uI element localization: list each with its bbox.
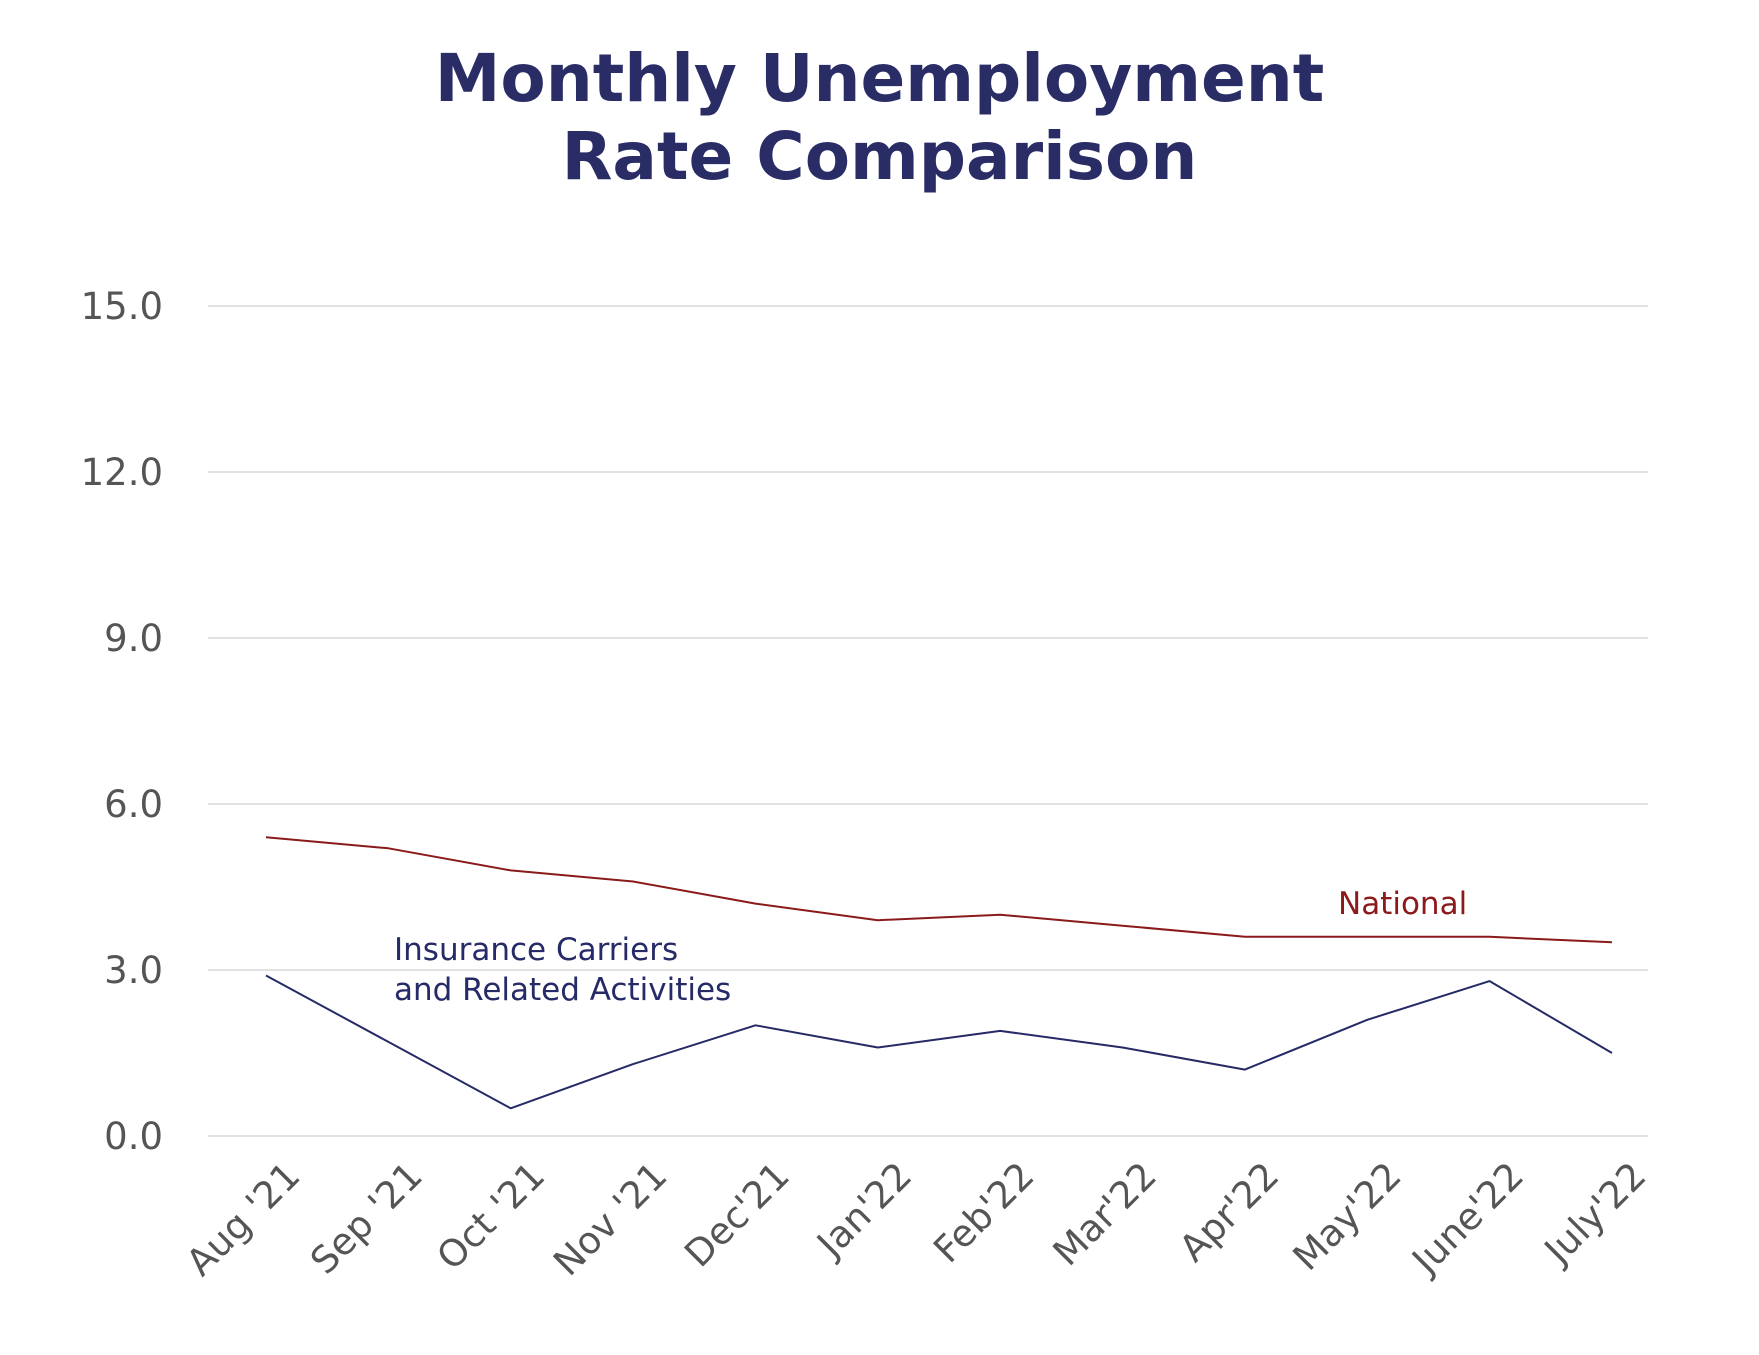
chart-title-line-2: Rate Comparison (561, 118, 1198, 195)
x-tick-label: Mar'22 (1045, 1154, 1165, 1274)
x-tick-label: June'22 (1403, 1154, 1532, 1283)
series-lines (265, 836, 1613, 1110)
series-labels: National Insurance Carriers and Related Ac… (394, 886, 1467, 1008)
x-tick-label: Nov '21 (545, 1154, 675, 1284)
y-tick-label: 6.0 (104, 783, 163, 826)
series-label-national: National (1338, 886, 1467, 922)
series-label-insurance: and Related Activities (394, 972, 731, 1008)
gridlines (208, 305, 1648, 1137)
y-tick-label: 3.0 (104, 949, 163, 992)
series-label-insurance: Insurance Carriers (394, 932, 678, 968)
x-tick-label: Sep '21 (302, 1154, 431, 1283)
x-tick-label: Dec'21 (676, 1154, 798, 1276)
x-tick-label: Jan'22 (808, 1154, 921, 1267)
y-axis-ticks: 0.0 3.0 6.0 9.0 12.0 15.0 (81, 285, 163, 1158)
x-tick-label: July'22 (1535, 1154, 1654, 1273)
y-tick-label: 9.0 (104, 617, 163, 660)
series-line-national (265, 836, 1613, 944)
y-tick-label: 12.0 (81, 451, 163, 494)
y-tick-label: 0.0 (104, 1115, 163, 1158)
x-tick-label: Aug '21 (178, 1154, 308, 1284)
y-tick-label: 15.0 (81, 285, 163, 328)
chart-title-line-1: Monthly Unemployment (434, 40, 1325, 117)
x-tick-label: May'22 (1285, 1154, 1410, 1279)
series-line-insurance (265, 974, 1613, 1110)
x-tick-label: Apr'22 (1171, 1154, 1287, 1270)
chart-title: Monthly Unemployment Rate Comparison (0, 40, 1759, 196)
x-tick-label: Feb'22 (925, 1154, 1042, 1271)
x-tick-label: Oct '21 (429, 1154, 553, 1278)
